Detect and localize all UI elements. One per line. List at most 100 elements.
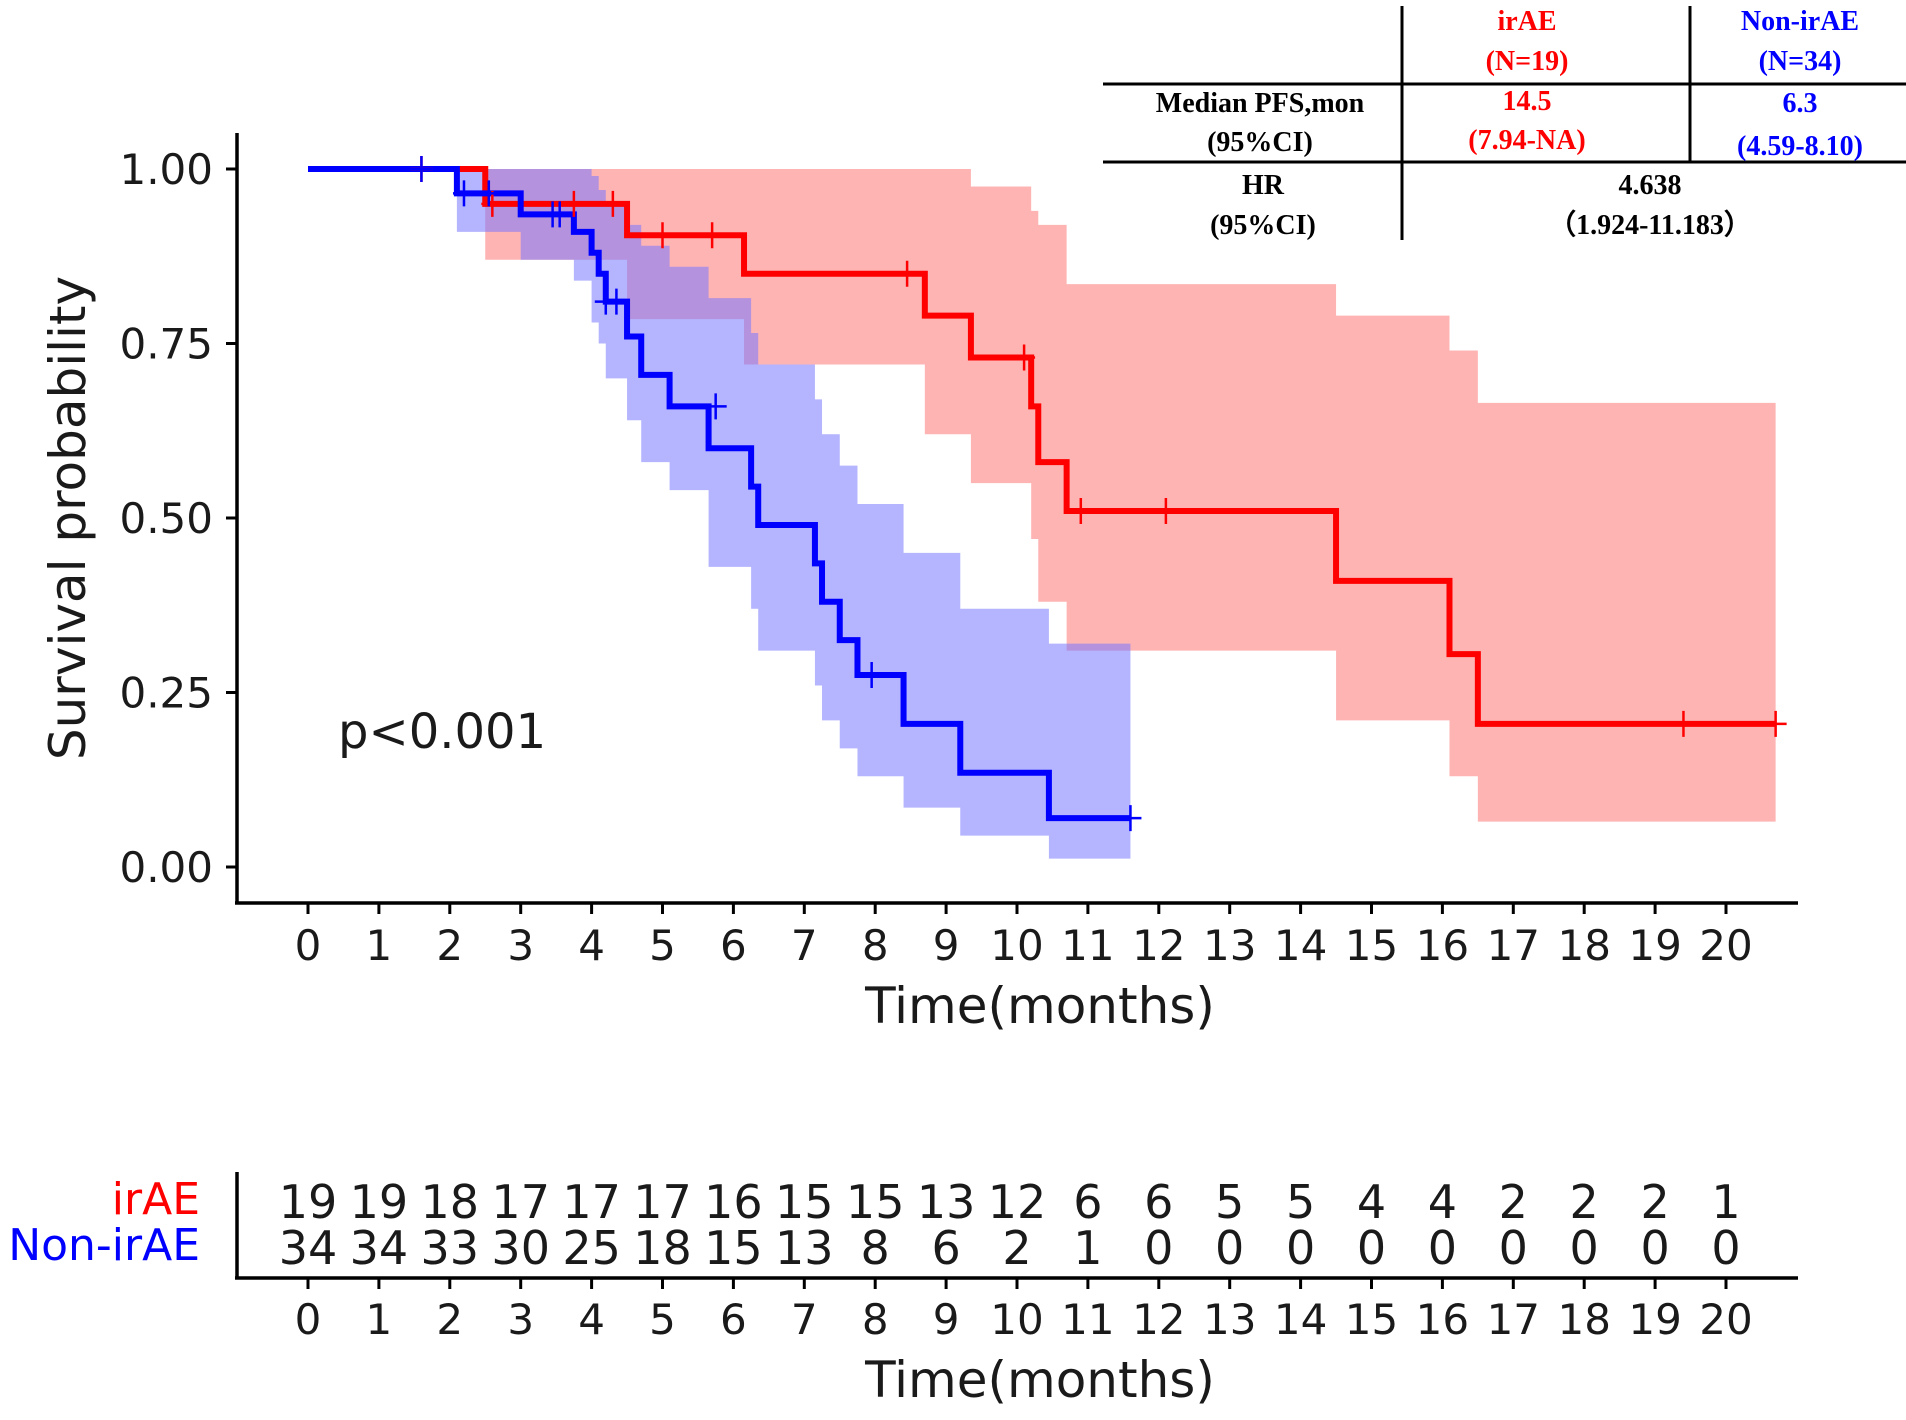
x-tick-label: 4 <box>578 921 605 970</box>
x-tick-label: 17 <box>1487 921 1540 970</box>
table-hr-ci-label: (95%CI) <box>1210 210 1316 241</box>
risk-value-irae: 1 <box>1711 1175 1740 1229</box>
y-axis-label: Survival probability <box>39 276 97 760</box>
x-tick-label: 13 <box>1203 921 1256 970</box>
risk-x-tick-label: 5 <box>649 1295 676 1344</box>
risk-x-tick-label: 15 <box>1345 1295 1398 1344</box>
x-tick-label: 8 <box>862 921 889 970</box>
x-tick-label: 12 <box>1132 921 1185 970</box>
risk-table: irAE Non-irAE 19 19 18 17 17 17 16 15 15 13 12 6 6 5 5… <box>8 1172 1798 1409</box>
risk-value-irae: 15 <box>775 1175 834 1229</box>
y-tick-label: 0.00 <box>119 843 213 892</box>
risk-value-non-irae: 0 <box>1357 1221 1386 1275</box>
x-tick-label: 5 <box>649 921 676 970</box>
risk-value-irae: 5 <box>1215 1175 1244 1229</box>
censor-mark-irae-8 <box>1069 498 1092 525</box>
x-tick-label: 6 <box>720 921 747 970</box>
risk-value-irae: 6 <box>1073 1175 1102 1229</box>
censor-mark-irae-9 <box>1154 498 1177 525</box>
x-tick-label: 11 <box>1061 921 1114 970</box>
risk-value-irae: 19 <box>350 1175 409 1229</box>
confidence-bands <box>308 169 1776 859</box>
risk-value-non-irae: 0 <box>1640 1221 1669 1275</box>
ci-band-non-irae <box>308 169 1131 859</box>
summary-table: irAE (N=19) Non-irAE (N=34) Median PFS,m… <box>1103 6 1906 241</box>
table-row1-label-b: (95%CI) <box>1207 127 1313 158</box>
risk-x-tick-label: 19 <box>1628 1295 1681 1344</box>
risk-value-irae: 18 <box>421 1175 480 1229</box>
y-tick-label: 0.75 <box>119 320 213 369</box>
censor-mark-irae-1 <box>481 190 504 217</box>
x-tick-label: 20 <box>1699 921 1752 970</box>
table-hr-ci: （1.924-11.183） <box>1548 208 1752 241</box>
censor-mark-non-irae-9 <box>1119 805 1142 832</box>
risk-x-tick-label: 4 <box>578 1295 605 1344</box>
risk-x-tick-label: 18 <box>1557 1295 1610 1344</box>
risk-value-irae: 5 <box>1286 1175 1315 1229</box>
table-group2-n: (N=34) <box>1759 46 1842 77</box>
x-tick-label: 7 <box>791 921 818 970</box>
risk-x-tick-label: 10 <box>990 1295 1043 1344</box>
risk-x-tick-label: 8 <box>862 1295 889 1344</box>
censor-mark-non-irae-4 <box>548 201 571 228</box>
risk-value-irae: 2 <box>1499 1175 1528 1229</box>
censor-mark-irae-5 <box>701 222 724 249</box>
risk-value-irae: 2 <box>1640 1175 1669 1229</box>
table-hr-label: HR <box>1242 170 1285 201</box>
censor-mark-irae-3 <box>601 190 624 217</box>
risk-value-irae: 17 <box>633 1175 692 1229</box>
risk-x-ticks: 0 1 2 3 4 5 6 7 8 9 10 11 12 13 14 15 16 17 18 19 20 <box>295 1278 1753 1344</box>
risk-value-irae: 17 <box>562 1175 621 1229</box>
x-tick-label: 18 <box>1557 921 1610 970</box>
censor-mark-irae-10 <box>1672 710 1695 737</box>
censor-mark-non-irae-2 <box>477 180 500 207</box>
table-group2-median: 6.3 <box>1783 88 1818 119</box>
risk-x-tick-label: 2 <box>436 1295 463 1344</box>
risk-x-tick-label: 9 <box>933 1295 960 1344</box>
table-group1-n: (N=19) <box>1486 46 1569 77</box>
x-tick-label: 9 <box>933 921 960 970</box>
censor-mark-irae-6 <box>896 260 919 287</box>
risk-value-non-irae: 33 <box>421 1221 480 1275</box>
risk-value-non-irae: 34 <box>350 1221 409 1275</box>
x-tick-label: 2 <box>436 921 463 970</box>
risk-x-tick-label: 20 <box>1699 1295 1752 1344</box>
risk-x-tick-label: 14 <box>1274 1295 1327 1344</box>
table-row1-label-a: Median PFS,mon <box>1156 88 1365 119</box>
censor-mark-irae-7 <box>1013 344 1036 371</box>
risk-values: 19 19 18 17 17 17 16 15 15 13 12 6 6 5 5 4 4 2 2 2 134 34 33 30… <box>279 1175 1741 1275</box>
censor-mark-irae-11 <box>1764 710 1787 737</box>
x-tick-label: 10 <box>990 921 1043 970</box>
risk-value-non-irae: 6 <box>931 1221 960 1275</box>
risk-value-non-irae: 0 <box>1428 1221 1457 1275</box>
risk-x-tick-label: 6 <box>720 1295 747 1344</box>
censor-mark-non-irae-8 <box>860 662 883 689</box>
censor-mark-non-irae-7 <box>704 393 727 420</box>
ci-band-irae <box>308 169 1776 822</box>
risk-value-irae: 4 <box>1357 1175 1386 1229</box>
risk-x-tick-label: 13 <box>1203 1295 1256 1344</box>
x-tick-label: 1 <box>366 921 393 970</box>
table-group1-median: 14.5 <box>1503 86 1552 117</box>
censor-mark-irae-4 <box>651 222 674 249</box>
risk-x-tick-label: 17 <box>1487 1295 1540 1344</box>
risk-value-non-irae: 0 <box>1286 1221 1315 1275</box>
risk-x-axis-label: Time(months) <box>864 1351 1215 1409</box>
censor-marks <box>410 156 1787 832</box>
risk-value-irae: 2 <box>1570 1175 1599 1229</box>
x-tick-label: 16 <box>1416 921 1469 970</box>
risk-value-non-irae: 25 <box>562 1221 621 1275</box>
risk-value-non-irae: 13 <box>775 1221 834 1275</box>
risk-label-irae: irAE <box>112 1174 200 1225</box>
risk-value-non-irae: 0 <box>1144 1221 1173 1275</box>
risk-value-non-irae: 18 <box>633 1221 692 1275</box>
risk-value-non-irae: 30 <box>491 1221 550 1275</box>
risk-value-irae: 6 <box>1144 1175 1173 1229</box>
table-group1-name: irAE <box>1497 6 1556 37</box>
risk-x-tick-label: 1 <box>366 1295 393 1344</box>
table-group2-name: Non-irAE <box>1741 6 1859 37</box>
risk-value-non-irae: 0 <box>1499 1221 1528 1275</box>
risk-value-non-irae: 0 <box>1215 1221 1244 1275</box>
risk-x-tick-label: 7 <box>791 1295 818 1344</box>
risk-value-non-irae: 2 <box>1002 1221 1031 1275</box>
